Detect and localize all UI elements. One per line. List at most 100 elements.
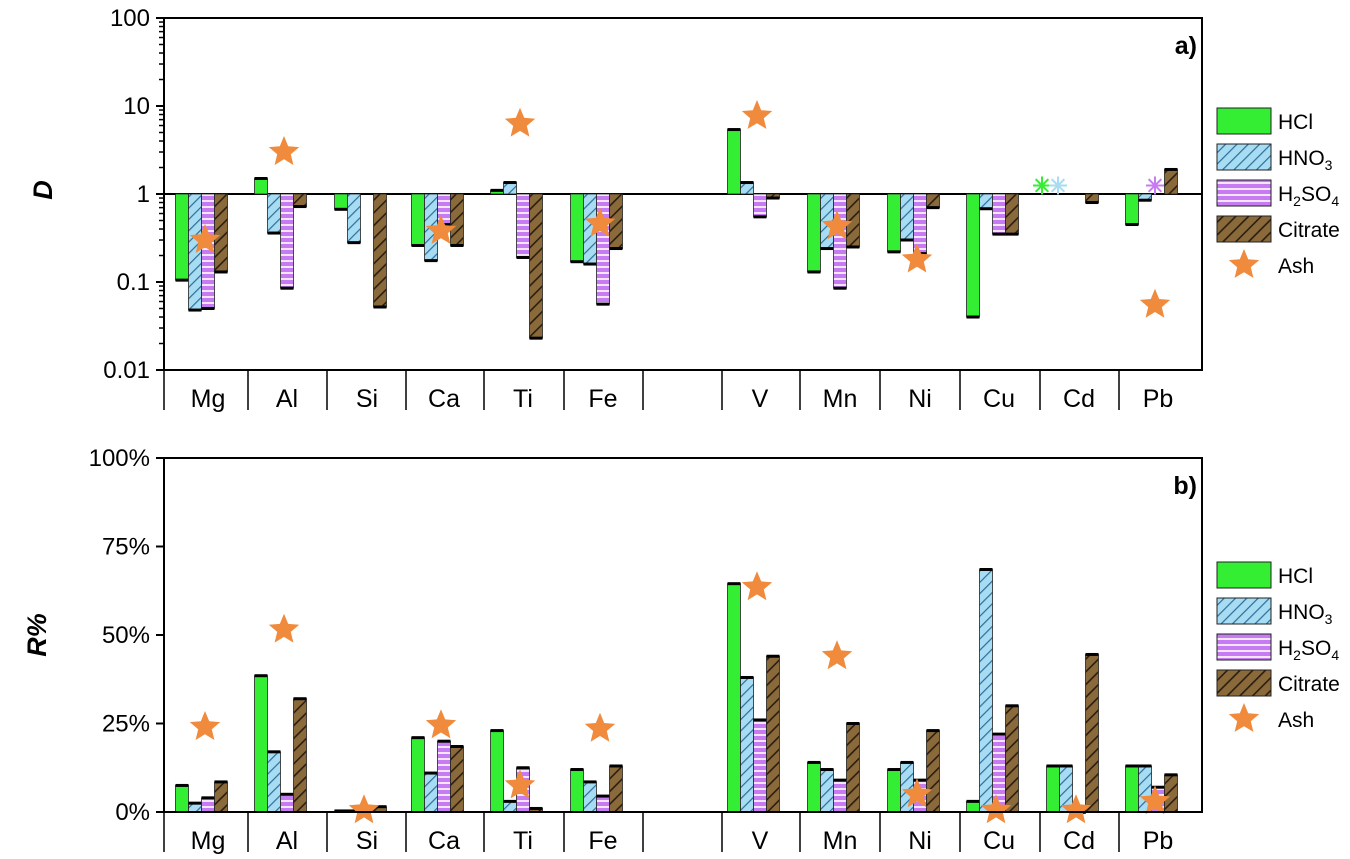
y-tick-label: 10 <box>123 93 150 120</box>
legend-item-hcl: HCl <box>1216 561 1313 589</box>
bar-hcl-cu <box>966 193 980 318</box>
marker-hcl-cd <box>1033 176 1051 195</box>
bar-h2so4-cu <box>992 193 1006 235</box>
bar-hno3-ti <box>503 800 517 813</box>
bar-hno3-al <box>267 193 281 234</box>
bar-citrate-ni <box>926 730 940 813</box>
bar-citrate-mg <box>214 193 228 273</box>
star-ash-ti <box>504 769 536 799</box>
star-ash-v <box>741 100 773 129</box>
category-label-ni: Ni <box>908 385 932 413</box>
bar-hno3-mg <box>188 193 202 311</box>
bar-hcl-v <box>727 583 741 813</box>
category-label-cd: Cd <box>1063 385 1095 413</box>
legend-item-hno3: HNO3 <box>1216 143 1333 173</box>
bar-hno3-cu <box>979 193 993 210</box>
star-ash-ni <box>901 243 933 273</box>
svg-text:Citrate: Citrate <box>1278 673 1340 696</box>
bar-citrate-mg <box>214 781 228 813</box>
category-label-mn: Mn <box>823 827 858 855</box>
bar-hno3-v <box>740 182 754 195</box>
svg-text:H2SO4: H2SO4 <box>1278 637 1339 663</box>
y-tick-label: 0.1 <box>117 269 150 296</box>
bar-hcl-ni <box>887 769 901 813</box>
star-ash-v <box>741 571 773 601</box>
legend-a: HCl HNO3 H2SO4 Citrate Ash <box>1216 107 1340 278</box>
legend-item-ash: Ash <box>1228 703 1314 732</box>
category-label-ti: Ti <box>513 385 533 413</box>
category-label-si: Si <box>356 827 378 855</box>
bar-citrate-cu <box>1005 705 1019 813</box>
bar-h2so4-mn <box>833 193 847 289</box>
star-ash-ni <box>901 778 933 808</box>
bar-citrate-si <box>373 193 387 308</box>
star-ash-al <box>268 136 300 165</box>
y-tick-label: 0% <box>115 799 150 826</box>
bar-hcl-fe <box>570 193 584 263</box>
y-axis-title-a: D <box>28 180 58 200</box>
bar-citrate-fe <box>609 765 623 813</box>
bar-hcl-si <box>334 193 348 210</box>
bar-h2so4-fe <box>596 193 610 305</box>
legend-item-h2so4: H2SO4 <box>1216 633 1339 663</box>
bar-hcl-ni <box>887 193 901 253</box>
category-label-cd: Cd <box>1063 827 1095 855</box>
star-ash-si <box>348 794 380 824</box>
star-ash-mg <box>189 711 221 740</box>
legend-b: HCl HNO3 H2SO4 Citrate Ash <box>1216 561 1340 732</box>
bar-hcl-mg <box>175 193 189 281</box>
bar-hno3-v <box>740 677 754 813</box>
category-label-fe: Fe <box>588 385 617 413</box>
bar-citrate-al <box>293 193 307 207</box>
star-ash-pb <box>1139 785 1171 815</box>
bar-h2so4-ca <box>437 740 451 813</box>
bar-citrate-cd <box>1085 654 1099 813</box>
bar-hno3-cu <box>979 569 993 813</box>
legend-item-hcl: HCl <box>1216 107 1313 135</box>
bar-hcl-mn <box>807 193 821 273</box>
bar-hcl-ca <box>411 193 425 246</box>
svg-text:Ash: Ash <box>1278 709 1314 732</box>
y-tick-label: 100% <box>89 445 150 472</box>
bar-hcl-al <box>254 675 268 813</box>
y-tick-label: 0.01 <box>103 357 150 384</box>
bar-hcl-cu <box>966 800 980 813</box>
svg-text:Ash: Ash <box>1278 255 1314 278</box>
category-label-ca: Ca <box>428 385 460 413</box>
bar-h2so4-fe <box>596 795 610 813</box>
star-ash-fe <box>584 207 616 237</box>
y-tick-label: 100 <box>110 5 150 32</box>
plot-frame-a <box>163 17 1203 371</box>
bar-hno3-mn <box>820 769 834 813</box>
category-labels-a: Mg Al Si Ca Ti Fe V Mn Ni Cu Cd Pb <box>163 370 1174 413</box>
legend-item-citrate: Citrate <box>1216 669 1340 697</box>
category-label-pb: Pb <box>1143 385 1174 413</box>
bar-hcl-fe <box>570 769 584 813</box>
legend-item-ash: Ash <box>1228 249 1314 278</box>
bar-h2so4-v <box>753 193 767 218</box>
star-ash-ca <box>425 215 457 244</box>
y-ticks-b: 0% 25% 50% 75% 100% <box>89 445 164 826</box>
bar-h2so4-al <box>280 193 294 289</box>
star-ash-fe <box>584 712 616 742</box>
category-labels-b: Mg Al Si Ca Ti Fe V Mn Ni Cu Cd Pb <box>163 812 1174 855</box>
category-label-pb: Pb <box>1143 827 1174 855</box>
bar-citrate-al <box>293 698 307 813</box>
bar-hcl-ca <box>411 737 425 813</box>
legend-item-hno3: HNO3 <box>1216 597 1333 627</box>
bars-a <box>164 100 1202 340</box>
category-label-ti: Ti <box>513 827 533 855</box>
star-ash-cu <box>980 794 1012 824</box>
bar-hcl-pb <box>1125 765 1139 813</box>
bar-hcl-ti <box>490 730 504 813</box>
bar-hcl-mg <box>175 785 189 813</box>
bar-citrate-pb <box>1164 774 1178 813</box>
svg-text:HCl: HCl <box>1278 111 1313 134</box>
y-tick-label: 50% <box>102 622 150 649</box>
bar-hno3-ti <box>503 182 517 195</box>
bar-hcl-cd <box>1046 765 1060 813</box>
svg-text:HNO3: HNO3 <box>1278 147 1333 173</box>
star-ash-mg <box>189 224 221 253</box>
category-label-al: Al <box>276 827 298 855</box>
